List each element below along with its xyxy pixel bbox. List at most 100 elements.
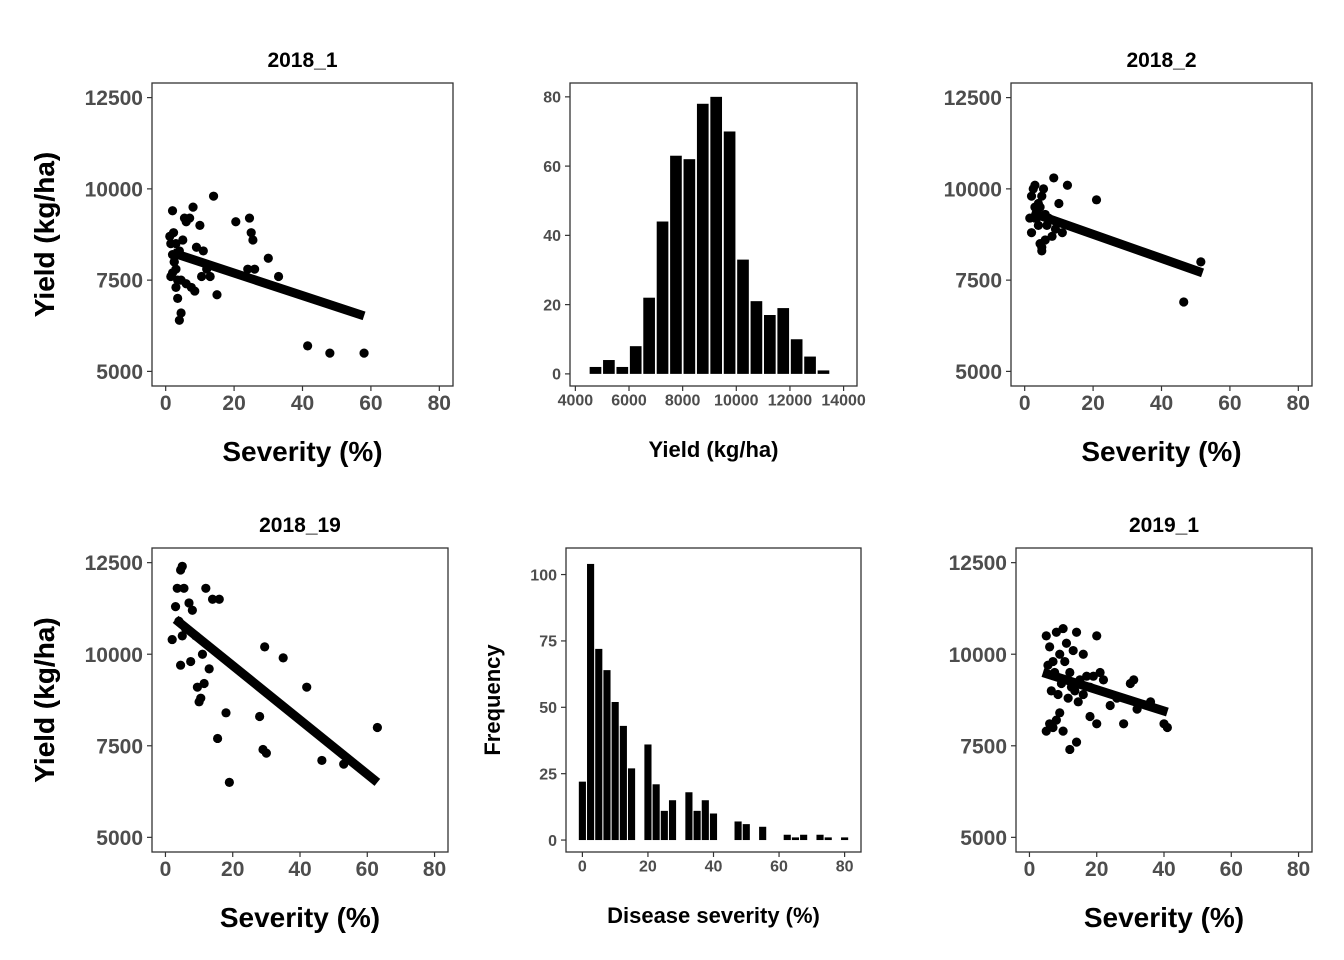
scatter-point [1095, 667, 1105, 678]
scatter-point [1040, 235, 1050, 245]
scatter-point [1037, 246, 1047, 256]
scatter-point [176, 308, 186, 318]
y-tick-label: 7500 [955, 270, 1002, 293]
scatter-point [1162, 722, 1172, 733]
y-tick-label: 10000 [85, 178, 143, 201]
histogram-bar [763, 315, 776, 374]
histogram-bar [804, 356, 816, 374]
scatter-point [205, 271, 215, 282]
scatter-point [1057, 228, 1067, 238]
y-tick-label: 0 [552, 367, 561, 384]
scatter-point [372, 722, 382, 733]
scatter-point [214, 594, 224, 604]
scatter-point [1071, 737, 1082, 747]
x-tick-label: 10000 [714, 393, 759, 410]
y-tick-label: 5000 [955, 361, 1002, 384]
scatter-point [171, 239, 181, 249]
scatter-point [302, 682, 312, 692]
scatter-point [178, 235, 188, 245]
chart-title: 2019_1 [1129, 514, 1199, 537]
histogram-bar [619, 725, 627, 841]
plot-frame [1015, 547, 1313, 853]
histogram-bar [616, 366, 629, 374]
histogram-bar [693, 810, 701, 841]
histogram-bar [710, 96, 723, 374]
x-tick-label: 4000 [558, 393, 594, 410]
scatter-point [1071, 627, 1082, 637]
y-tick-label: 7500 [96, 270, 143, 293]
y-tick-label: 75 [539, 634, 557, 651]
plot-frame [569, 82, 858, 387]
scatter-point [1060, 656, 1070, 667]
scatter-point [167, 634, 177, 645]
scatter-point [248, 235, 258, 245]
x-tick-label: 20 [1081, 392, 1104, 415]
histogram-bar [660, 810, 668, 841]
x-tick-label: 80 [1287, 858, 1310, 881]
scatter-point [196, 693, 206, 703]
scatter-point [224, 777, 234, 788]
histogram-bar [656, 221, 669, 374]
histogram-bar [790, 339, 803, 374]
histogram-bar [629, 346, 642, 374]
scatter-point [243, 264, 253, 274]
histogram-bar [589, 366, 602, 374]
scatter-point [208, 191, 219, 201]
x-tick-label: 20 [1085, 858, 1108, 881]
scatter-point [175, 660, 186, 670]
trend-line [1041, 668, 1169, 717]
scatter-point [168, 228, 179, 238]
x-axis-label: Yield (kg/ha) [649, 437, 779, 462]
histogram-bar [652, 784, 660, 841]
x-tick-label: 40 [288, 858, 311, 881]
histogram-bar [685, 792, 693, 841]
scatter-point [1179, 297, 1189, 307]
scatter-point [1061, 638, 1072, 648]
scatter-point [303, 341, 313, 351]
histogram-bar [670, 155, 682, 374]
y-tick-label: 12500 [85, 552, 143, 575]
y-tick-label: 25 [539, 766, 557, 783]
y-tick-label: 7500 [960, 735, 1007, 758]
scatter-point [1058, 726, 1068, 736]
scatter-point [1050, 224, 1061, 234]
y-tick-label: 80 [543, 90, 561, 107]
chart-title: 2018_1 [267, 49, 337, 72]
scatter-point [1047, 231, 1057, 241]
y-axis-label: Yield (kg/ha) [29, 617, 60, 782]
scatter-point [1129, 675, 1139, 685]
scatter-point [184, 598, 194, 608]
histogram-bar [759, 826, 767, 841]
histogram-bar [783, 834, 791, 841]
y-tick-label: 10000 [944, 178, 1002, 201]
histogram-bar [701, 800, 709, 841]
scatter-point [199, 678, 209, 689]
x-tick-label: 80 [836, 859, 854, 876]
x-tick-label: 60 [770, 859, 788, 876]
scatter-point [1055, 708, 1065, 718]
scatter-point [172, 583, 182, 593]
x-tick-label: 14000 [821, 393, 866, 410]
scatter-point [1070, 686, 1080, 696]
scatter-point [1045, 642, 1055, 652]
scatter-point [173, 293, 183, 303]
scatter-point [244, 213, 255, 223]
histogram-bar [816, 834, 824, 841]
scatter-point [1065, 744, 1075, 755]
scatter-point [1054, 198, 1064, 209]
y-tick-label: 12500 [949, 552, 1007, 575]
scatter-point [231, 217, 241, 227]
scatter-point [207, 594, 218, 604]
x-tick-label: 12000 [768, 393, 813, 410]
scatter-point [1092, 631, 1102, 641]
scatter-point [197, 649, 208, 659]
scatter-point [170, 602, 181, 612]
x-tick-label: 80 [1287, 392, 1310, 415]
plot-frame [151, 82, 454, 387]
histogram-bar [696, 103, 709, 374]
x-tick-label: 0 [578, 859, 587, 876]
scatter-point [201, 583, 211, 593]
histogram-bar [791, 837, 800, 841]
scatter-point [1046, 686, 1056, 696]
